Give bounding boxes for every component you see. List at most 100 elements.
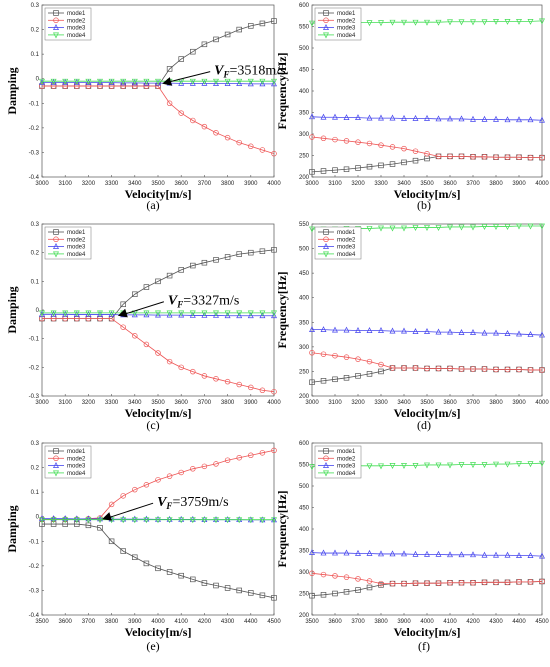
- data-point-mode4: [247, 310, 254, 317]
- data-point-mode1: [224, 31, 231, 38]
- data-point-mode1: [120, 548, 126, 554]
- y-tick-label: -0.1: [29, 337, 40, 343]
- legend-marker-mode2: [323, 17, 329, 24]
- legend-label-mode1: mode1: [337, 230, 356, 236]
- data-point-mode2: [527, 154, 534, 161]
- legend-marker-mode4: [323, 32, 329, 39]
- legend-label-mode3: mode3: [337, 26, 356, 32]
- y-tick-label: 300: [299, 132, 310, 138]
- data-point-mode2: [309, 350, 315, 356]
- x-tick-label: 4400: [244, 619, 258, 625]
- x-tick-label: 3800: [221, 181, 235, 187]
- data-point-mode4: [166, 310, 173, 317]
- data-point-mode3: [447, 328, 453, 335]
- x-tick-label: 3500: [305, 619, 319, 625]
- data-point-mode1: [320, 378, 327, 384]
- data-point-mode4: [259, 78, 266, 85]
- y-tick-label: 0.1: [31, 490, 40, 496]
- data-point-mode3: [247, 312, 254, 319]
- y-tick-label: 200: [299, 394, 310, 400]
- data-point-mode2: [470, 366, 476, 372]
- data-point-mode3: [39, 515, 45, 522]
- legend-marker-mode2: [53, 455, 59, 462]
- data-point-mode2: [435, 153, 442, 160]
- data-point-mode2: [155, 477, 161, 483]
- x-tick-label: 3600: [175, 400, 189, 406]
- data-point-mode2: [236, 454, 242, 461]
- data-point-mode1: [271, 18, 277, 24]
- legend-label-mode4: mode4: [67, 471, 86, 477]
- data-point-mode3: [189, 79, 196, 86]
- data-point-mode3: [378, 550, 384, 557]
- data-point-mode1: [248, 590, 254, 596]
- chart-panel-f: 3500 3600 3700 3800 3900 4000 4100 4200 4300 4400…: [275, 441, 549, 653]
- y-tick-label: 0.3: [31, 222, 40, 228]
- legend-label-mode2: mode2: [337, 18, 356, 24]
- x-tick-label: 3900: [512, 181, 526, 187]
- x-tick-label: 3900: [244, 181, 258, 187]
- data-point-mode4: [224, 310, 231, 317]
- data-point-mode4: [201, 310, 208, 317]
- x-tick-label: 3700: [466, 181, 480, 187]
- data-point-mode4: [271, 310, 277, 317]
- data-point-mode1: [201, 41, 208, 48]
- data-point-mode3: [131, 515, 138, 522]
- data-point-mode4: [539, 223, 545, 230]
- flutter-annotation: VF=3327m/s: [117, 294, 239, 318]
- data-point-mode4: [224, 78, 231, 85]
- data-point-mode2: [481, 154, 488, 160]
- data-point-mode1: [401, 159, 407, 166]
- data-point-mode4: [527, 461, 534, 468]
- data-point-mode1: [236, 587, 242, 594]
- data-point-mode2: [248, 143, 254, 150]
- data-point-mode1: [143, 560, 150, 567]
- data-point-mode2: [248, 384, 254, 391]
- data-point-mode2: [412, 580, 419, 586]
- y-tick-label: 450: [299, 271, 310, 277]
- data-point-mode4: [458, 19, 465, 26]
- data-point-mode1: [178, 267, 184, 273]
- data-point-mode4: [97, 78, 103, 85]
- data-point-mode4: [309, 20, 315, 27]
- data-point-mode3: [155, 79, 161, 86]
- y-tick-label: 550: [299, 463, 310, 469]
- data-point-mode2: [155, 350, 161, 356]
- data-point-mode1: [236, 26, 242, 33]
- data-point-mode1: [155, 565, 161, 572]
- data-point-mode3: [447, 115, 453, 122]
- y-tick-label: 600: [299, 441, 310, 447]
- data-point-mode2: [481, 366, 488, 372]
- data-point-mode2: [424, 580, 430, 586]
- data-point-mode1: [201, 580, 208, 586]
- y-tick-label: 0.2: [31, 28, 40, 34]
- data-point-mode3: [309, 326, 315, 333]
- y-tick-label: 300: [299, 345, 310, 351]
- data-point-mode1: [412, 157, 419, 164]
- data-point-mode4: [85, 310, 92, 317]
- data-point-mode3: [178, 79, 185, 86]
- data-point-mode3: [504, 551, 511, 558]
- data-point-mode1: [343, 166, 350, 173]
- data-point-mode3: [320, 113, 327, 120]
- data-point-mode4: [401, 19, 407, 26]
- data-point-mode4: [62, 310, 69, 317]
- data-point-mode4: [424, 462, 430, 469]
- legend-label-mode1: mode1: [337, 11, 356, 17]
- data-point-mode3: [143, 79, 150, 86]
- data-point-mode4: [236, 78, 243, 85]
- data-point-mode2: [539, 367, 545, 373]
- y-tick-label: 600: [299, 3, 310, 9]
- data-point-mode4: [378, 20, 384, 27]
- series-line-mode3: [42, 82, 274, 85]
- x-tick-label: 3300: [105, 400, 119, 406]
- data-point-mode3: [108, 311, 115, 317]
- data-point-mode4: [97, 310, 103, 317]
- data-point-mode4: [247, 517, 254, 524]
- data-point-mode4: [271, 78, 277, 85]
- data-point-mode1: [166, 569, 173, 575]
- data-point-mode3: [539, 116, 545, 123]
- legend-marker-mode2: [53, 17, 59, 24]
- data-point-mode4: [516, 223, 522, 230]
